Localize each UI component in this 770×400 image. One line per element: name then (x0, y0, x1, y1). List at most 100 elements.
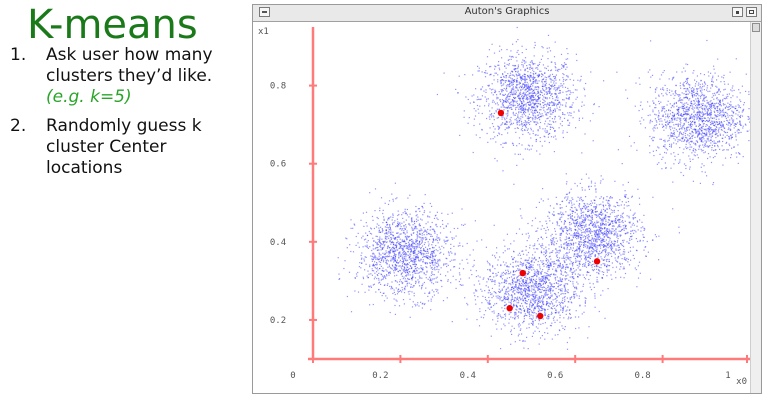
data-point (710, 142, 712, 144)
data-point (595, 211, 597, 213)
data-point (506, 121, 509, 123)
data-point (431, 244, 433, 246)
data-point (435, 288, 437, 290)
data-point (553, 211, 555, 213)
data-point (615, 218, 617, 220)
data-point (556, 89, 558, 91)
data-point (665, 127, 667, 129)
data-point (567, 196, 569, 198)
data-point (572, 265, 574, 267)
data-point (435, 245, 437, 247)
data-point (703, 89, 705, 91)
data-point (393, 237, 395, 239)
data-point (545, 131, 547, 134)
window-titlebar[interactable]: Auton's Graphics (253, 5, 761, 22)
data-point (378, 258, 380, 260)
data-point (725, 142, 727, 144)
data-point (679, 147, 681, 149)
data-point (388, 256, 390, 258)
data-point (737, 128, 739, 130)
maximize-button[interactable] (746, 7, 757, 17)
data-point (739, 121, 741, 123)
data-point (686, 97, 688, 99)
data-point (600, 243, 602, 245)
data-point (405, 252, 407, 254)
window-menu-button[interactable] (259, 7, 270, 17)
data-point (517, 116, 519, 118)
data-point (718, 88, 720, 90)
data-point (403, 260, 405, 262)
data-point (508, 75, 511, 77)
data-point (613, 252, 615, 254)
data-point (419, 232, 421, 234)
data-point (406, 238, 408, 240)
data-point (473, 101, 475, 103)
data-point (679, 139, 682, 141)
data-point (518, 74, 520, 76)
data-point (499, 80, 502, 82)
data-point (712, 95, 715, 97)
data-point (733, 106, 735, 108)
data-point (395, 269, 397, 271)
data-point (393, 255, 395, 257)
data-point (593, 245, 595, 247)
data-point (360, 219, 362, 221)
data-point (523, 86, 526, 88)
data-point (555, 88, 557, 90)
data-point (510, 89, 512, 91)
data-point (589, 262, 591, 264)
data-point (404, 267, 406, 269)
data-point (491, 83, 493, 85)
data-point (530, 83, 533, 85)
data-point (616, 215, 618, 217)
data-point (388, 272, 390, 274)
data-point (549, 92, 551, 94)
data-point (568, 249, 570, 251)
minimize-button[interactable] (732, 7, 743, 17)
data-point (677, 123, 680, 125)
data-point (601, 238, 603, 240)
data-point (709, 121, 711, 123)
data-point (702, 93, 704, 96)
data-point (719, 122, 721, 125)
data-point (386, 247, 389, 249)
data-point (467, 98, 469, 101)
data-point (576, 220, 579, 223)
data-point (706, 85, 709, 87)
data-point (629, 239, 631, 241)
data-point (522, 88, 524, 90)
data-point (405, 264, 407, 266)
data-point (387, 227, 389, 229)
data-point (711, 135, 713, 137)
data-point (574, 89, 576, 91)
data-point (391, 193, 393, 195)
data-point (562, 104, 564, 106)
data-point (502, 84, 504, 86)
data-point (689, 137, 692, 139)
data-point (513, 75, 516, 77)
data-point (617, 235, 619, 237)
data-point (535, 230, 537, 232)
data-point (540, 106, 542, 108)
data-point (391, 247, 394, 249)
data-point (573, 111, 575, 113)
data-point (415, 226, 417, 228)
data-point (671, 143, 673, 145)
data-point (539, 221, 541, 223)
data-point (669, 143, 671, 145)
data-point (706, 134, 708, 136)
data-point (549, 76, 551, 78)
data-point (541, 73, 543, 76)
data-point (418, 246, 420, 248)
data-point (537, 75, 539, 77)
data-point (579, 237, 582, 239)
data-point (704, 151, 706, 153)
data-point (562, 65, 564, 67)
data-point (476, 104, 479, 107)
data-point (567, 87, 569, 89)
data-point (615, 248, 617, 250)
data-point (418, 281, 420, 283)
data-point (673, 106, 675, 108)
data-point (540, 109, 542, 111)
data-point (446, 265, 448, 268)
